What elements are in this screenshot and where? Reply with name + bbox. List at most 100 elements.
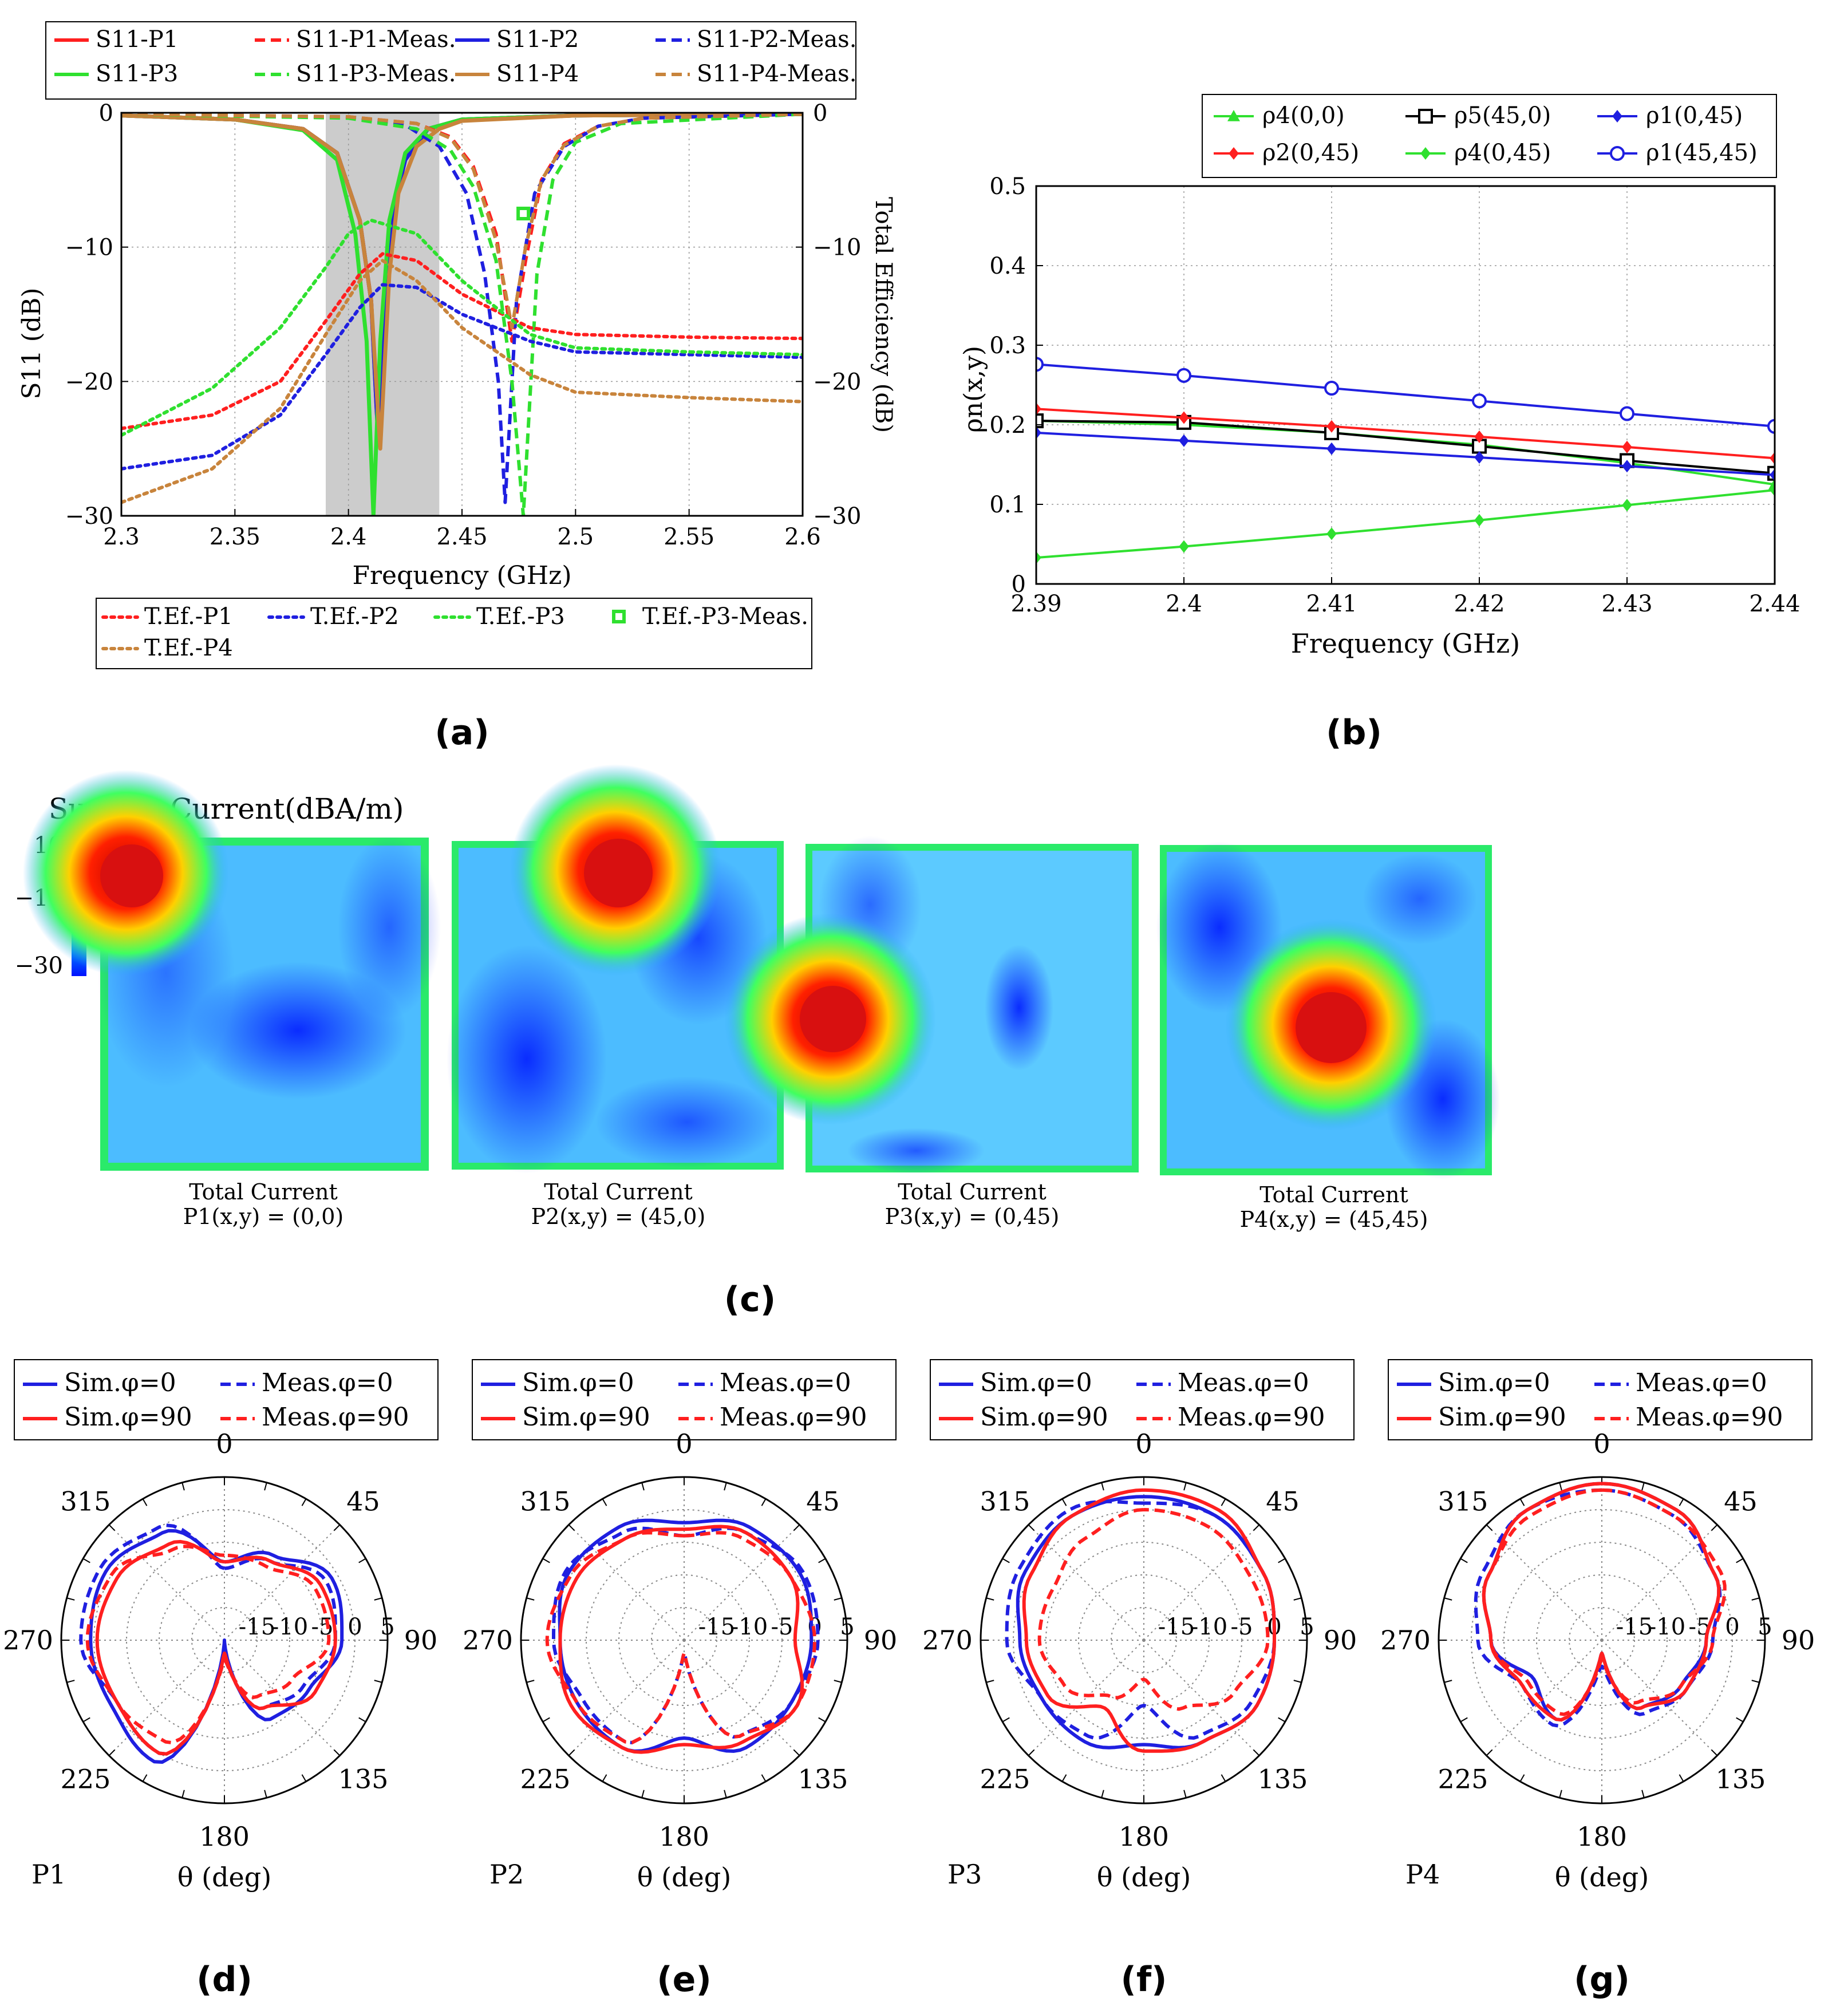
y-tick-label-right: −10 <box>813 235 861 261</box>
radial-tick-label: -10 <box>1191 1614 1227 1640</box>
x-tick-label: 2.39 <box>1010 591 1061 617</box>
polar-tick <box>1028 1524 1035 1531</box>
map-caption: Total Current <box>898 1179 1047 1205</box>
polar-frame <box>60 1476 389 1804</box>
port-label: P3 <box>947 1859 982 1890</box>
panel-a-top-legend: S11-P1 S11-P1-Meas. S11-P2 S11-P2-Meas. S11-… <box>54 26 856 87</box>
legend-label: T.Ef.-P3 <box>476 603 565 630</box>
polar-tick <box>1183 1790 1187 1798</box>
polar-tick <box>1061 1498 1067 1506</box>
legend-label: Sim.φ=0 <box>980 1368 1092 1397</box>
polar-tick <box>1221 1774 1226 1782</box>
y-tick-label: 0 <box>1012 571 1026 598</box>
polar-tick <box>986 1597 994 1601</box>
y-tick-label: 0.5 <box>989 173 1026 200</box>
polar-tick <box>66 1597 75 1601</box>
polar-tick <box>542 1558 550 1563</box>
data-point <box>1622 440 1632 453</box>
polar-grid-ring <box>1078 1574 1210 1706</box>
x-tick-label: 2.42 <box>1454 591 1505 617</box>
panel-label-a: (a) <box>435 713 489 753</box>
polar-tick <box>1278 1558 1286 1563</box>
polar-tick <box>1028 1749 1035 1756</box>
legend-label: S11-P3-Meas. <box>296 61 456 87</box>
x-tick-label: 2.35 <box>210 524 260 550</box>
map-caption: P4(x,y) = (45,45) <box>1240 1207 1428 1232</box>
polar-tick <box>818 1717 826 1723</box>
current-map-p4 <box>1156 842 1500 1179</box>
polar-xlabel: θ (deg) <box>1097 1862 1191 1893</box>
legend-label: Meas.φ=90 <box>720 1403 867 1432</box>
panel-b: ρ4(0,0) ρ5(45,0) ρ1(0,45) ρ2(0,45) ρ4(0,45) ρ… <box>959 94 1800 753</box>
polar-grid-spoke <box>568 1524 685 1641</box>
data-point <box>1620 406 1634 421</box>
polar-grid-spoke <box>1028 1640 1144 1756</box>
series-s11-p3-meas <box>121 113 803 516</box>
series-t-ef-p3 <box>121 218 803 437</box>
polar-tick <box>108 1749 116 1756</box>
series-meas-90 <box>1482 1488 1727 1716</box>
polar-tick <box>1278 1717 1286 1723</box>
angle-label: 45 <box>1266 1486 1300 1517</box>
series-s11-p4 <box>121 113 803 451</box>
panel-a-series <box>121 113 803 516</box>
radial-tick-label: 5 <box>1758 1614 1772 1640</box>
angle-label: 135 <box>1716 1764 1766 1795</box>
data-point <box>1474 430 1484 443</box>
legend-marker <box>1418 109 1433 124</box>
polar-grid-spoke <box>1486 1524 1602 1641</box>
data-point <box>1179 540 1189 553</box>
data-point <box>1767 418 1775 434</box>
polar-tick <box>1679 1498 1684 1506</box>
data-point <box>1036 426 1041 439</box>
angle-label: 45 <box>346 1486 380 1517</box>
polar-legend-box <box>930 1359 1355 1440</box>
polar-tick <box>1444 1680 1452 1683</box>
legend-label: ρ1(0,45) <box>1646 102 1743 129</box>
x-tick-label: 2.3 <box>103 524 140 550</box>
data-point <box>1324 381 1339 396</box>
polar-tick <box>1253 1749 1260 1756</box>
radial-tick-label: -10 <box>271 1614 308 1640</box>
polar-tick <box>1559 1482 1562 1491</box>
x-tick-label: 2.55 <box>664 524 714 550</box>
legend-label: Meas.φ=0 <box>262 1368 393 1397</box>
y-tick-label: −30 <box>65 503 113 530</box>
legend-label: Meas.φ=90 <box>1636 1403 1783 1432</box>
polar-grid-spoke <box>224 1640 341 1756</box>
data-point <box>1036 551 1041 564</box>
legend-label: Sim.φ=90 <box>980 1403 1108 1432</box>
legend-label: Sim.φ=90 <box>522 1403 650 1432</box>
polar-grid-spoke <box>1143 1524 1260 1641</box>
feed-probe-icon <box>584 839 653 907</box>
angle-label: 180 <box>659 1821 709 1852</box>
polar-tick <box>1711 1524 1718 1531</box>
legend-marker <box>1612 110 1622 123</box>
polar-legend-box <box>1388 1359 1813 1440</box>
polar-tick <box>1751 1597 1760 1601</box>
panel-label-g: (g) <box>1574 1960 1630 2000</box>
polar-tick <box>1221 1498 1226 1506</box>
port-label: P1 <box>31 1859 66 1890</box>
polar-frame <box>1438 1476 1766 1804</box>
data-point <box>1770 468 1775 481</box>
polar-tick <box>301 1498 307 1506</box>
angle-label: 90 <box>404 1625 438 1656</box>
feed-probe-icon <box>800 986 866 1052</box>
legend-label: ρ4(0,0) <box>1262 102 1345 129</box>
angle-label: 45 <box>1724 1486 1758 1517</box>
polar-tick <box>374 1680 382 1683</box>
polar-grid-spoke <box>684 1524 800 1641</box>
polar-xlabel: θ (deg) <box>637 1862 731 1893</box>
legend-label: Sim.φ=90 <box>64 1403 192 1432</box>
angle-label: 315 <box>61 1486 111 1517</box>
polar-tick <box>986 1680 994 1683</box>
data-point <box>1770 483 1775 496</box>
x-tick-label: 2.6 <box>784 524 821 550</box>
angle-label: 90 <box>1324 1625 1357 1656</box>
y-tick-label: 0.3 <box>989 333 1026 359</box>
legend-sample <box>612 610 626 623</box>
series-sim-0 <box>89 1529 344 1764</box>
polar-tick <box>1641 1790 1645 1798</box>
series-2-0-45 <box>1036 408 1775 460</box>
